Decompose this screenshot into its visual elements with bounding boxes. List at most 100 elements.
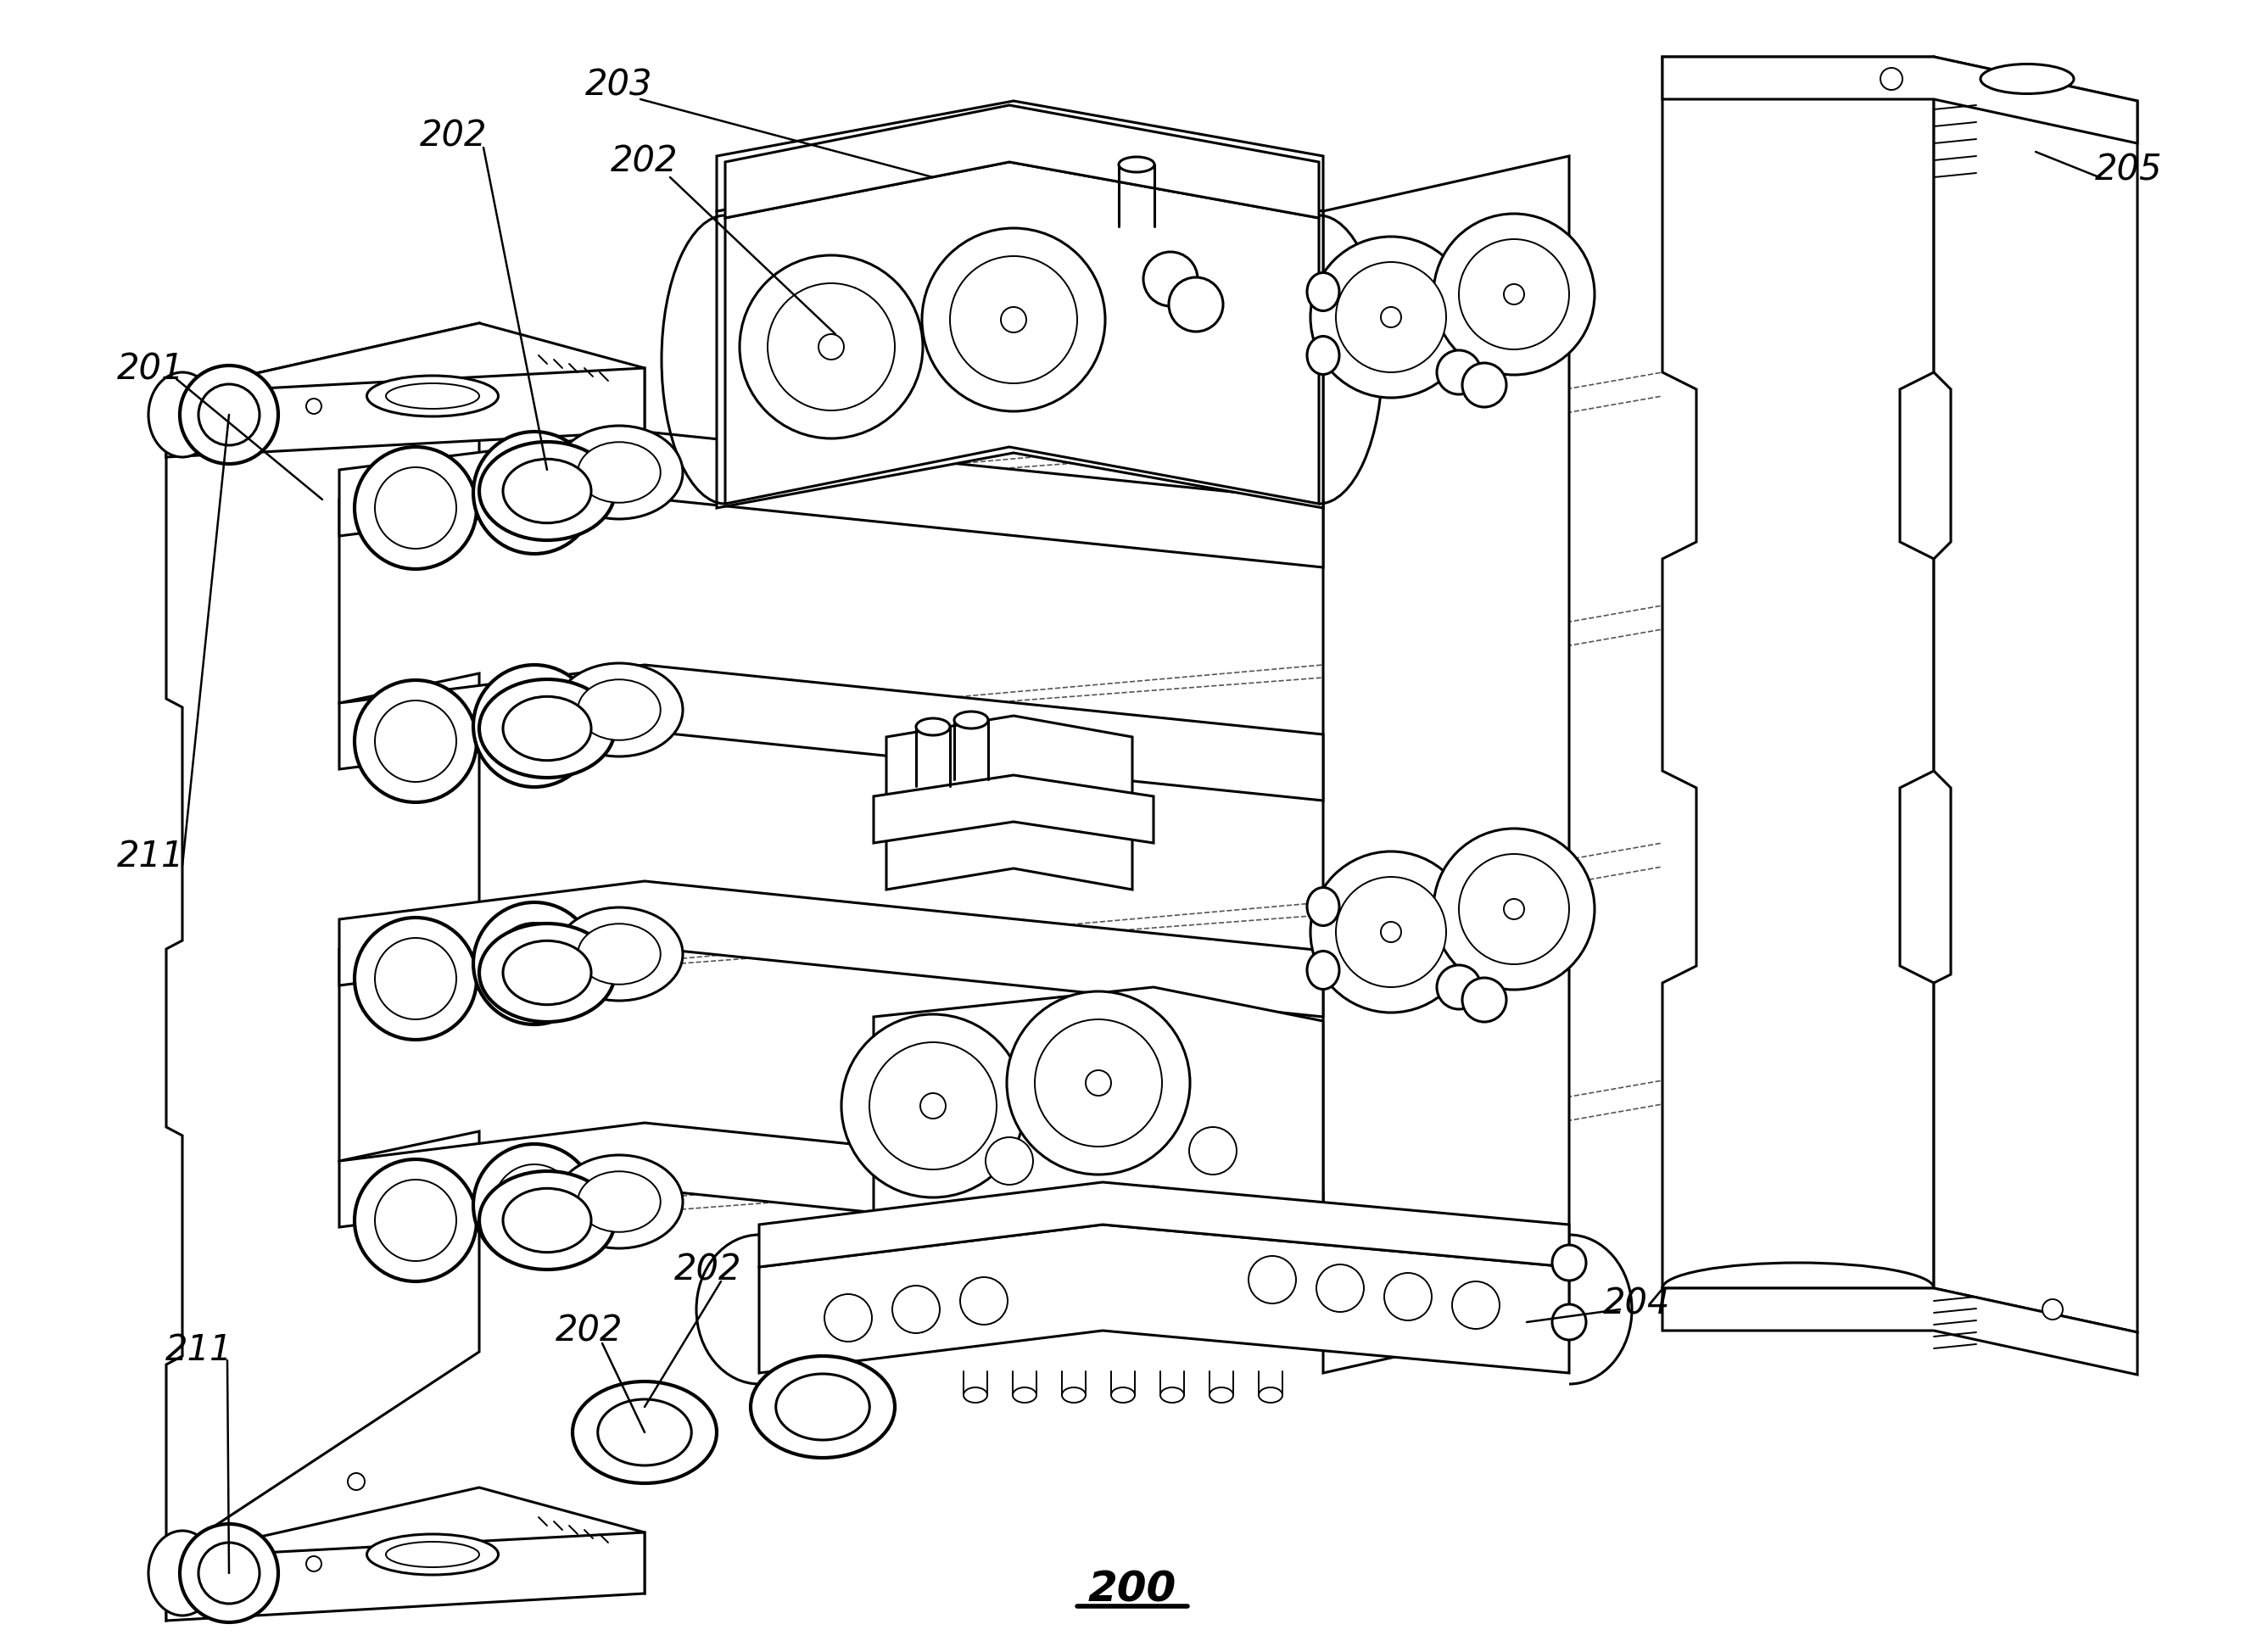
Circle shape	[181, 1525, 278, 1622]
Circle shape	[1034, 1019, 1162, 1146]
Ellipse shape	[1013, 1388, 1036, 1403]
Ellipse shape	[1110, 1388, 1135, 1403]
Circle shape	[1336, 263, 1447, 373]
Circle shape	[494, 1165, 576, 1246]
Ellipse shape	[955, 712, 989, 729]
Circle shape	[869, 1042, 998, 1170]
Text: 202: 202	[420, 117, 488, 154]
Circle shape	[1458, 240, 1569, 350]
Circle shape	[1336, 877, 1447, 988]
Circle shape	[199, 385, 260, 446]
Polygon shape	[167, 1487, 646, 1621]
Circle shape	[1381, 307, 1402, 329]
Polygon shape	[718, 157, 1323, 509]
Circle shape	[307, 400, 320, 415]
Circle shape	[474, 902, 596, 1024]
Ellipse shape	[1979, 64, 2074, 94]
Ellipse shape	[478, 679, 614, 778]
Ellipse shape	[578, 923, 661, 985]
Polygon shape	[718, 102, 1323, 211]
Polygon shape	[339, 666, 1323, 801]
Circle shape	[1463, 363, 1505, 408]
Polygon shape	[339, 882, 1323, 1018]
Circle shape	[494, 686, 576, 767]
Polygon shape	[167, 324, 646, 458]
Ellipse shape	[1061, 1388, 1086, 1403]
Ellipse shape	[503, 1188, 591, 1252]
Text: 204: 204	[1602, 1285, 1670, 1322]
Text: 201: 201	[117, 350, 185, 387]
Circle shape	[1169, 278, 1223, 332]
Ellipse shape	[555, 664, 684, 757]
Ellipse shape	[503, 942, 591, 1004]
Ellipse shape	[386, 383, 478, 410]
Circle shape	[740, 256, 923, 439]
Circle shape	[1463, 978, 1505, 1023]
Circle shape	[892, 1285, 939, 1333]
Polygon shape	[873, 988, 1323, 1221]
Circle shape	[1451, 1282, 1499, 1330]
Circle shape	[354, 448, 476, 570]
Circle shape	[474, 433, 596, 555]
Circle shape	[375, 700, 456, 783]
Circle shape	[494, 453, 576, 534]
Circle shape	[1384, 1274, 1431, 1320]
Circle shape	[959, 1277, 1007, 1325]
Ellipse shape	[149, 1531, 217, 1616]
Circle shape	[1433, 829, 1596, 990]
Ellipse shape	[1210, 1388, 1232, 1403]
Circle shape	[1381, 922, 1402, 943]
Circle shape	[1458, 854, 1569, 965]
Circle shape	[375, 1180, 456, 1260]
Circle shape	[1316, 1265, 1363, 1312]
Polygon shape	[339, 433, 1323, 568]
Circle shape	[921, 230, 1106, 411]
Ellipse shape	[368, 1535, 499, 1574]
Ellipse shape	[386, 1541, 478, 1568]
Ellipse shape	[1119, 157, 1153, 173]
Polygon shape	[167, 368, 646, 458]
Ellipse shape	[578, 681, 661, 740]
Ellipse shape	[555, 1155, 684, 1249]
Circle shape	[307, 1556, 320, 1571]
Ellipse shape	[1307, 887, 1338, 927]
Polygon shape	[758, 1183, 1569, 1267]
Text: 211: 211	[165, 1332, 232, 1368]
Circle shape	[474, 666, 596, 788]
Circle shape	[1438, 965, 1481, 1009]
Ellipse shape	[1553, 1305, 1587, 1340]
Circle shape	[1000, 307, 1027, 334]
Circle shape	[1189, 1127, 1237, 1175]
Circle shape	[348, 1474, 366, 1490]
Ellipse shape	[149, 373, 217, 458]
Circle shape	[494, 923, 576, 1004]
Circle shape	[1144, 253, 1198, 307]
Ellipse shape	[1307, 337, 1338, 375]
Text: 205: 205	[2094, 152, 2162, 187]
Ellipse shape	[916, 719, 950, 735]
Polygon shape	[887, 717, 1133, 890]
Polygon shape	[1663, 58, 2137, 144]
Ellipse shape	[776, 1374, 869, 1441]
Circle shape	[375, 468, 456, 548]
Ellipse shape	[1307, 952, 1338, 990]
Ellipse shape	[1160, 1388, 1185, 1403]
Circle shape	[354, 1160, 476, 1282]
Text: 211: 211	[117, 838, 185, 874]
Polygon shape	[724, 106, 1318, 218]
Ellipse shape	[555, 426, 684, 520]
Ellipse shape	[503, 697, 591, 762]
Circle shape	[1311, 238, 1472, 398]
Ellipse shape	[1259, 1388, 1282, 1403]
Polygon shape	[1663, 58, 1934, 1289]
Ellipse shape	[573, 1381, 718, 1483]
Circle shape	[375, 938, 456, 1019]
Circle shape	[199, 1543, 260, 1604]
Polygon shape	[873, 775, 1153, 844]
Ellipse shape	[368, 377, 499, 416]
Circle shape	[354, 919, 476, 1041]
Circle shape	[1086, 1070, 1110, 1095]
Polygon shape	[339, 1123, 1323, 1259]
Circle shape	[921, 1094, 946, 1118]
Circle shape	[767, 284, 894, 411]
